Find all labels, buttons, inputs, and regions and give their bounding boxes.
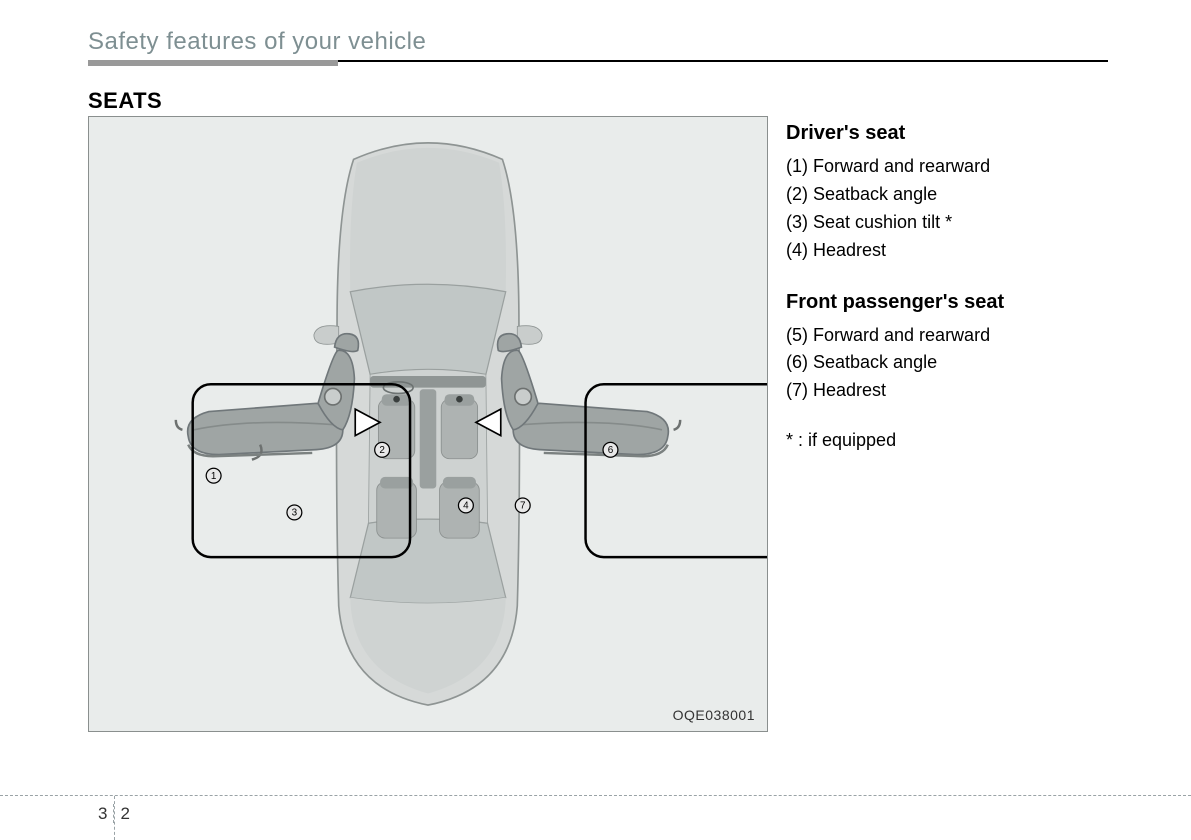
legend: Driver's seat (1) Forward and rearward (… [786,118,1106,455]
legend-item: (7) Headrest [786,377,1106,405]
section-title: SEATS [88,88,162,114]
callout-marker-number: 2 [379,445,385,456]
header-rule-accent [88,60,338,66]
callout-marker-number: 1 [211,471,217,482]
page-number-value: 2 [120,804,129,823]
legend-item: (6) Seatback angle [786,349,1106,377]
callout-marker-number: 3 [292,508,298,519]
driver-seat-side [176,334,359,460]
callout-marker-number: 6 [608,445,614,456]
callout-marker-number: 7 [520,501,526,512]
legend-item: (1) Forward and rearward [786,153,1106,181]
callout-marker-number: 4 [463,501,469,512]
legend-item: (3) Seat cushion tilt * [786,209,1106,237]
passenger-seat-side [498,334,681,457]
legend-footnote: * : if equipped [786,427,1106,455]
legend-item: (4) Headrest [786,237,1106,265]
legend-driver-title: Driver's seat [786,118,1106,149]
legend-passenger-title: Front passenger's seat [786,287,1106,318]
legend-item: (2) Seatback angle [786,181,1106,209]
car-illustration: 1234567 [89,117,767,731]
page-number: 32 [98,804,130,824]
chapter-title: Safety features of your vehicle [88,28,426,56]
page-footer-rule [0,795,1191,796]
seat-diagram: 1234567 OQE038001 [88,116,768,732]
diagram-code: OQE038001 [673,707,755,723]
legend-item: (5) Forward and rearward [786,322,1106,350]
chapter-number: 3 [98,804,114,823]
